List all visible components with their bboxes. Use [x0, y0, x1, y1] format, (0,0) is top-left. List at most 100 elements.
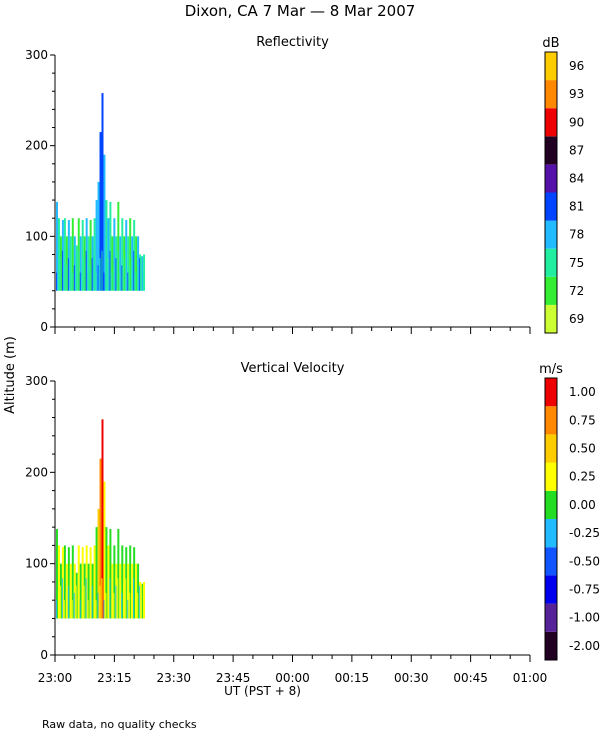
data-column: [87, 563, 90, 619]
data-column: [69, 236, 72, 291]
data-column-stripe: [129, 265, 131, 291]
data-column: [59, 563, 62, 619]
data-column-fill: [95, 200, 98, 291]
data-column-stripe: [131, 585, 133, 619]
data-column-stripe: [141, 256, 143, 291]
data-column: [101, 93, 104, 291]
data-column: [95, 527, 98, 619]
data-column-fill: [103, 154, 106, 291]
data-column: [75, 245, 78, 291]
data-column-stripe: [69, 250, 71, 291]
colorbar-label: 75: [569, 256, 584, 270]
data-column-stripe: [67, 258, 69, 291]
data-column-fill: [121, 218, 124, 291]
data-column-fill: [55, 528, 58, 619]
data-column: [59, 236, 62, 291]
colorbar-label: 0.50: [569, 442, 596, 456]
data-column: [107, 545, 110, 619]
data-column-stripe: [103, 600, 105, 619]
data-column: [105, 200, 108, 291]
data-column: [63, 218, 66, 291]
colorbar-label: 0.00: [569, 498, 596, 512]
data-column-stripe: [93, 250, 95, 291]
data-column: [55, 201, 58, 291]
data-column-stripe: [55, 272, 57, 291]
data-column: [133, 547, 136, 619]
colorbar-frame: [544, 51, 558, 334]
x-tick-label: 00:15: [335, 671, 370, 685]
data-column-stripe: [59, 585, 61, 619]
data-column-stripe: [93, 578, 95, 619]
data-column: [113, 545, 116, 619]
colorbar-swatch: [545, 136, 557, 165]
data-column: [99, 132, 102, 291]
data-column-stripe: [137, 592, 139, 619]
colorbar-unit: m/s: [539, 362, 563, 377]
data-column-stripe: [91, 258, 93, 291]
data-column-stripe: [127, 272, 129, 291]
data-column-fill: [127, 236, 130, 291]
colorbar-label: 0.25: [569, 470, 596, 484]
data-column-fill: [117, 201, 120, 291]
data-column-stripe: [83, 585, 85, 619]
data-column: [95, 200, 98, 291]
data-column: [57, 218, 60, 291]
colorbar-label: -1.00: [569, 611, 600, 625]
data-column: [75, 572, 78, 619]
data-column: [91, 236, 94, 291]
vertical-velocity-panel: Vertical Velocity 0 100 200 300 23:00 23:15 23:…: [25, 361, 600, 698]
data-column-stripe: [87, 600, 89, 619]
data-column-fill: [113, 545, 116, 619]
data-column-stripe: [105, 592, 107, 619]
data-column: [103, 481, 106, 619]
data-column: [101, 419, 104, 619]
data-column-fill: [79, 563, 82, 619]
colorbar-label: -0.75: [569, 583, 600, 597]
data-column-fill: [73, 563, 76, 619]
data-column-fill: [73, 236, 76, 291]
data-column-fill: [57, 545, 60, 619]
data-column-stripe: [91, 585, 93, 619]
data-column: [107, 218, 110, 291]
colorbar-swatch: [545, 490, 557, 519]
colorbar-swatch: [545, 462, 557, 491]
data-column-fill: [113, 218, 116, 291]
data-column-fill: [87, 563, 90, 619]
data-column-stripe: [89, 592, 91, 619]
data-column: [79, 563, 82, 619]
data-column-stripe: [71, 600, 73, 619]
data-column-stripe: [107, 258, 109, 291]
data-column-stripe: [81, 265, 83, 291]
figure-title: Dixon, CA 7 Mar — 8 Mar 2007: [185, 2, 416, 20]
panel-title: Reflectivity: [256, 35, 329, 50]
data-column-stripe: [59, 258, 61, 291]
data-column: [83, 563, 86, 619]
data-column-fill: [119, 563, 122, 619]
data-column: [131, 236, 134, 291]
data-column-stripe: [111, 272, 113, 291]
data-column: [69, 563, 72, 619]
data-column-stripe: [99, 585, 101, 619]
data-column: [139, 254, 142, 291]
data-column-fill: [79, 236, 82, 291]
data-column-stripe: [117, 578, 119, 619]
x-tick-label: 01:00: [513, 671, 548, 685]
reflectivity-panel: Reflectivity 0 100 200 300 69 72 75 78 81 84 87 90 93…: [25, 35, 584, 334]
data-column: [97, 181, 100, 291]
data-column-stripe: [123, 585, 125, 619]
data-column-fill: [105, 527, 108, 619]
data-column-fill: [87, 236, 90, 291]
data-column: [63, 545, 66, 619]
data-column: [109, 528, 112, 619]
data-column: [77, 545, 80, 619]
data-column: [71, 545, 74, 619]
data-column-stripe: [89, 265, 91, 291]
data-column-fill: [121, 545, 124, 619]
data-column-fill: [57, 218, 60, 291]
data-column-stripe: [75, 258, 77, 291]
data-column-fill: [95, 527, 98, 619]
x-tick-label: 23:30: [156, 671, 191, 685]
data-column-fill: [97, 508, 100, 619]
data-column-stripe: [141, 583, 143, 619]
data-column-stripe: [85, 578, 87, 619]
